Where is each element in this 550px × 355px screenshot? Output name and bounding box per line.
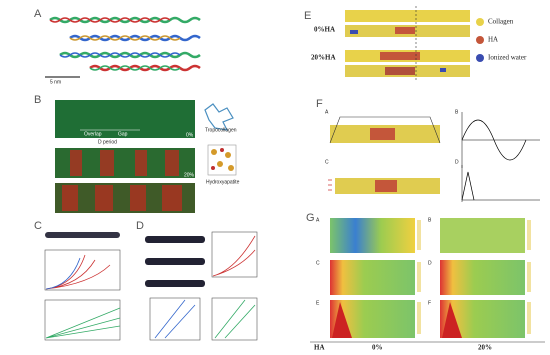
overlap-label: Overlap bbox=[84, 131, 102, 137]
scale-label: 5 nm bbox=[50, 79, 61, 85]
crystal bbox=[211, 148, 224, 170]
plot-frame bbox=[44, 249, 121, 291]
plot-frame bbox=[211, 297, 258, 341]
curve bbox=[154, 299, 196, 339]
legend-swatch bbox=[476, 54, 484, 62]
plot-frame bbox=[211, 231, 258, 278]
fibril-strip bbox=[55, 100, 195, 138]
legend-label: HA bbox=[488, 36, 498, 44]
sine bbox=[461, 119, 527, 161]
fibril bbox=[89, 64, 201, 72]
panel-label: A bbox=[34, 8, 42, 20]
panel-f: F A B C D bbox=[316, 98, 540, 202]
fibril-bar bbox=[145, 258, 205, 265]
curve bbox=[214, 299, 256, 339]
fibril bbox=[69, 34, 201, 42]
ha-spots bbox=[62, 150, 182, 211]
fibril bbox=[69, 35, 181, 41]
arrows bbox=[328, 179, 332, 191]
panel-e: E 0%HA 20%HA Collagen HA Ionized water bbox=[304, 6, 527, 80]
md-strips bbox=[345, 10, 470, 77]
crystal-box bbox=[207, 144, 237, 176]
sub-label: E bbox=[316, 300, 320, 306]
curve bbox=[45, 254, 111, 290]
crystal bbox=[211, 149, 234, 171]
pulse bbox=[461, 171, 475, 201]
heatmap bbox=[440, 260, 525, 295]
colorbar bbox=[417, 220, 531, 334]
sub-label: C bbox=[316, 260, 320, 266]
ha-region bbox=[375, 180, 397, 192]
gap-label: Gap bbox=[118, 131, 128, 137]
footer-label: 0% bbox=[372, 344, 383, 352]
panel-label: C bbox=[34, 220, 42, 232]
sub-label: D bbox=[428, 260, 432, 266]
panel-c: C bbox=[34, 220, 121, 341]
panel-b: B Overlap Gap D period 0% 20% Tropocolla… bbox=[34, 94, 240, 213]
heatmap bbox=[330, 218, 415, 253]
panel-label: G bbox=[306, 212, 315, 224]
panel-label: F bbox=[316, 98, 323, 110]
row-label: 20%HA bbox=[311, 54, 336, 62]
sub-label: A bbox=[325, 109, 329, 115]
heatmap bbox=[330, 260, 415, 295]
fibril-bar bbox=[45, 232, 120, 238]
sub-label: D bbox=[455, 159, 459, 165]
curve bbox=[212, 235, 256, 277]
plot-frame bbox=[44, 299, 121, 341]
sub-label: B bbox=[428, 217, 432, 223]
ha-region bbox=[370, 128, 395, 140]
legend-label: Collagen bbox=[488, 18, 514, 26]
molecule bbox=[204, 103, 234, 131]
footer-label: 20% bbox=[478, 344, 492, 352]
period-label: D period bbox=[98, 139, 117, 145]
sub-label: B bbox=[455, 109, 459, 115]
fibril bbox=[49, 16, 201, 24]
sub-label: A bbox=[316, 217, 320, 223]
panel-label: B bbox=[34, 94, 41, 106]
legend-label: Ionized water bbox=[488, 54, 527, 62]
heatmap bbox=[440, 218, 525, 253]
panel-a: A 5 nm bbox=[34, 8, 201, 85]
sub-label: C bbox=[325, 159, 329, 165]
percent-label: 20% bbox=[184, 172, 195, 178]
fibril bbox=[59, 52, 181, 58]
fibril-bar bbox=[145, 236, 205, 243]
tropocollagen-label: Tropocollagen bbox=[205, 127, 237, 133]
legend-swatch bbox=[476, 18, 484, 26]
panel-d: D bbox=[136, 220, 258, 341]
fibril bbox=[89, 65, 181, 71]
plot-frame bbox=[149, 297, 201, 341]
hydroxyapatite-label: Hydroxyapatite bbox=[206, 179, 240, 185]
wave-front bbox=[332, 302, 462, 338]
curve bbox=[45, 307, 121, 339]
sub-label: F bbox=[428, 300, 431, 306]
footer-label: HA bbox=[314, 344, 325, 352]
fibril-bar bbox=[145, 280, 205, 287]
percent-label: 0% bbox=[186, 132, 194, 138]
shear-frame bbox=[329, 116, 441, 144]
panel-label: E bbox=[304, 10, 311, 22]
legend-swatch bbox=[476, 36, 484, 44]
curve bbox=[45, 257, 81, 290]
row-label: 0%HA bbox=[314, 26, 335, 34]
fibril bbox=[49, 17, 171, 23]
panel-label: D bbox=[136, 220, 144, 232]
panel-g: G A B C D E F HA 0% 20% bbox=[306, 212, 545, 352]
